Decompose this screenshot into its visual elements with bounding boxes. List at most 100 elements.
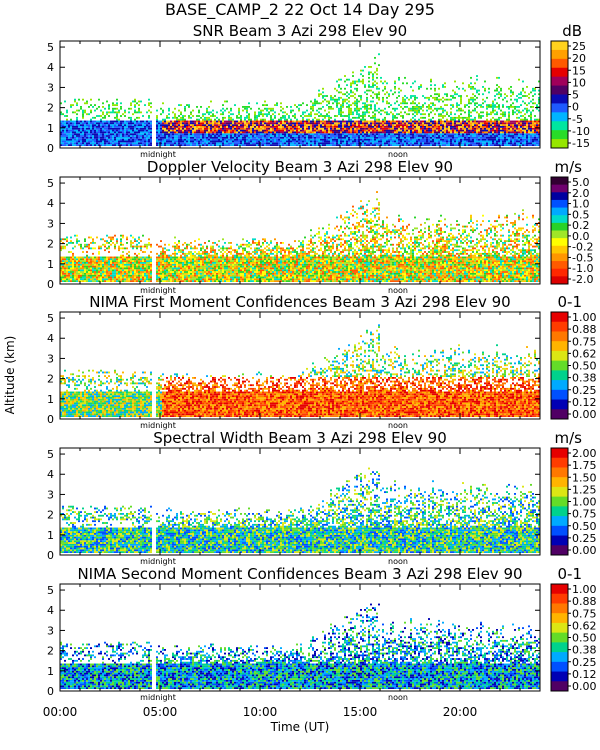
colorbar-swatch bbox=[551, 215, 568, 224]
colorbar-swatch bbox=[551, 613, 568, 624]
colorbar-swatch bbox=[551, 516, 568, 527]
colorbar-swatch bbox=[551, 177, 568, 186]
x-tick-label: 10:00 bbox=[243, 705, 278, 719]
colorbar-label: 0.00 bbox=[572, 408, 597, 421]
panel-unit: m/s bbox=[555, 158, 583, 176]
colorbar-frame bbox=[550, 176, 569, 285]
colorbar-label: 0.50 bbox=[572, 360, 597, 373]
colorbar-swatch bbox=[551, 671, 568, 682]
colorbar-label: 0.88 bbox=[572, 595, 597, 608]
y-tick-label: 0 bbox=[47, 278, 54, 291]
colorbar-swatch bbox=[551, 230, 568, 239]
x-axis-label: Time (UT) bbox=[270, 720, 330, 734]
colorbar-label: 1.75 bbox=[572, 459, 597, 472]
panels: SNR Beam 3 Azi 298 Elev 90 dB 0 1 2 3 4 5 midnig… bbox=[47, 22, 597, 702]
colorbar-label: -10 bbox=[572, 125, 590, 138]
colorbar-swatch bbox=[551, 321, 568, 332]
panel-title: Doppler Velocity Beam 3 Azi 298 Elev 90 bbox=[147, 158, 453, 176]
colorbar-label: 1.0 bbox=[572, 198, 590, 211]
colorbar-label: 0.25 bbox=[572, 656, 597, 669]
colorbar-swatch bbox=[551, 661, 568, 673]
y-axis-label: Altitude (km) bbox=[3, 336, 17, 415]
colorbar-swatch bbox=[551, 312, 568, 323]
colorbar-swatch bbox=[551, 535, 568, 546]
noon-marker: noon bbox=[388, 557, 408, 566]
colorbar-label: -2.0 bbox=[572, 273, 593, 286]
y-tick-label: 2 bbox=[47, 373, 54, 386]
colorbar-swatch bbox=[551, 222, 568, 231]
panel-title: SNR Beam 3 Azi 298 Elev 90 bbox=[193, 22, 407, 40]
colorbar-swatch bbox=[551, 112, 568, 122]
colorbar-label: 0.88 bbox=[572, 323, 597, 336]
colorbar-swatch bbox=[551, 268, 568, 277]
y-tick-label: 2 bbox=[47, 238, 54, 251]
y-tick-label: 2 bbox=[47, 509, 54, 522]
colorbar-label: -0.2 bbox=[572, 241, 593, 254]
colorbar-swatch bbox=[551, 603, 568, 614]
colorbar-swatch bbox=[551, 76, 568, 87]
colorbar-swatch bbox=[551, 399, 568, 410]
colorbar-swatch bbox=[551, 58, 568, 69]
colorbar: 1.000.880.750.620.500.380.250.120.00 bbox=[550, 583, 597, 693]
x-tick-label: 20:00 bbox=[443, 705, 478, 719]
y-tick-label: 0 bbox=[47, 685, 54, 698]
y-tick-label: 1 bbox=[47, 529, 54, 542]
y-tick-label: 0 bbox=[47, 549, 54, 562]
colorbar-label: 0.00 bbox=[572, 544, 597, 557]
colorbar-swatch bbox=[551, 622, 568, 634]
y-tick-label: 5 bbox=[47, 41, 54, 54]
colorbar-swatch bbox=[551, 584, 568, 595]
colorbar-label: 0.62 bbox=[572, 347, 597, 360]
y-tick-label: 4 bbox=[47, 61, 54, 74]
colorbar-swatch bbox=[551, 253, 568, 262]
colorbar: 2.001.751.501.251.000.750.500.250.00 bbox=[550, 447, 597, 557]
colorbar-swatch bbox=[551, 477, 568, 488]
colorbar-label: 1.00 bbox=[572, 496, 597, 509]
colorbar-swatch bbox=[551, 103, 568, 113]
panel-unit: dB bbox=[562, 22, 582, 40]
x-tick-label: 15:00 bbox=[343, 705, 378, 719]
y-tick-label: 2 bbox=[47, 102, 54, 115]
colorbar-label: 2.00 bbox=[572, 447, 597, 460]
y-tick-label: 5 bbox=[47, 177, 54, 190]
panel-2: Doppler Velocity Beam 3 Azi 298 Elev 90 m… bbox=[47, 158, 593, 295]
panel-unit: 0-1 bbox=[558, 565, 583, 583]
colorbar-label: 0.25 bbox=[572, 532, 597, 545]
y-tick-label: 4 bbox=[47, 197, 54, 210]
colorbar-swatch bbox=[551, 545, 568, 556]
colorbar-swatch bbox=[551, 496, 568, 507]
y-tick-label: 5 bbox=[47, 584, 54, 597]
radar-field bbox=[60, 324, 540, 417]
colorbar-swatch bbox=[551, 409, 568, 420]
colorbar-swatch bbox=[551, 139, 568, 149]
y-tick-label: 1 bbox=[47, 393, 54, 406]
colorbar-swatch bbox=[551, 632, 568, 643]
colorbar-label: 10 bbox=[572, 76, 586, 89]
colorbar-swatch bbox=[551, 276, 568, 285]
colorbar-swatch bbox=[551, 457, 568, 468]
colorbar-label: 5.0 bbox=[572, 176, 590, 189]
colorbar-label: 15 bbox=[572, 64, 586, 77]
y-tick-label: 3 bbox=[47, 352, 54, 365]
colorbar-label: 0.50 bbox=[572, 520, 597, 533]
colorbar-label: 0.12 bbox=[572, 396, 597, 409]
colorbar-label: -1.0 bbox=[572, 262, 593, 275]
panel-5: NIMA Second Moment Confidences Beam 3 Az… bbox=[47, 565, 597, 702]
colorbar-label: 0.75 bbox=[572, 508, 597, 521]
colorbar-label: 0.75 bbox=[572, 607, 597, 620]
colorbar-label: 20 bbox=[572, 52, 586, 65]
noon-marker: noon bbox=[388, 286, 408, 295]
panel-title: NIMA First Moment Confidences Beam 3 Azi… bbox=[89, 293, 510, 311]
noon-marker: noon bbox=[388, 150, 408, 159]
midnight-marker: midnight bbox=[140, 150, 176, 159]
colorbar-swatch bbox=[551, 506, 568, 517]
radar-field bbox=[60, 467, 540, 553]
colorbar-swatch bbox=[551, 245, 568, 254]
colorbar-label: 25 bbox=[572, 40, 586, 53]
colorbar: 1.000.880.750.620.500.380.250.120.00 bbox=[550, 311, 597, 421]
colorbar-swatch bbox=[551, 370, 568, 381]
colorbar-swatch bbox=[551, 525, 568, 537]
colorbar-swatch bbox=[551, 67, 568, 78]
